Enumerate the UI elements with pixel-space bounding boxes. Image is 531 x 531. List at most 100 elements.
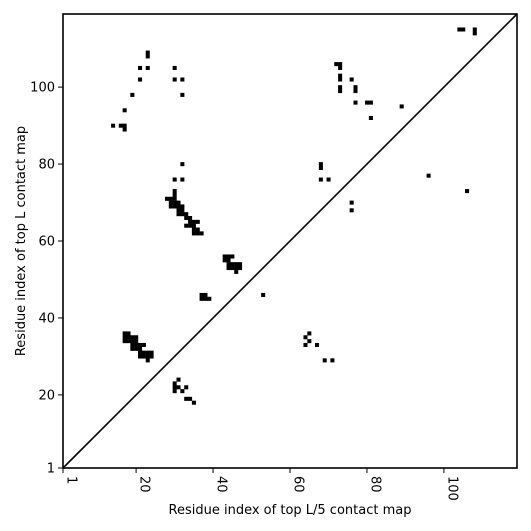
upper-contact-point-69: [338, 62, 343, 67]
upper-contact-point-64: [234, 266, 239, 271]
lower-contact-point-0: [122, 331, 127, 336]
lower-contact-point-43: [349, 200, 354, 205]
y-tick-label-4: 80: [38, 158, 55, 173]
upper-contact-point-58: [226, 262, 231, 267]
x-tick-label-2: 40: [214, 476, 229, 493]
lower-contact-point-20: [149, 350, 154, 355]
upper-contact-point-35: [184, 215, 189, 221]
lower-contact-point-29: [176, 385, 181, 390]
upper-triangle-points: [111, 27, 477, 301]
y-axis: 1 20 40 60 80 100: [30, 81, 63, 477]
upper-contact-point-55: [230, 254, 235, 259]
lower-contact-point-19: [145, 350, 150, 355]
upper-contact-point-84: [318, 165, 323, 171]
lower-contact-point-18: [141, 350, 146, 355]
lower-contact-point-10: [130, 342, 135, 348]
lower-contact-point-31: [172, 389, 177, 394]
x-tick-label-1: 20: [137, 476, 152, 493]
lower-contact-point-1: [126, 331, 131, 336]
upper-contact-point-81: [368, 115, 373, 121]
upper-contact-point-27: [180, 204, 185, 209]
lower-contact-point-3: [126, 335, 131, 340]
lower-contact-point-14: [130, 346, 135, 351]
upper-contact-point-24: [168, 204, 173, 209]
upper-contact-point-88: [461, 27, 466, 32]
upper-contact-point-86: [326, 177, 331, 182]
upper-contact-point-9: [145, 50, 150, 55]
upper-contact-point-78: [353, 100, 358, 105]
upper-contact-point-3: [122, 127, 127, 132]
upper-contact-point-4: [122, 108, 127, 113]
upper-contact-point-68: [334, 62, 339, 67]
upper-contact-point-77: [353, 89, 358, 94]
upper-contact-point-5: [130, 92, 135, 97]
y-tick-label-3: 60: [38, 235, 55, 250]
lower-contact-point-25: [145, 358, 150, 363]
x-tick-label-4: 80: [367, 476, 382, 493]
upper-contact-point-59: [230, 262, 235, 267]
y-tick-label-1: 20: [38, 388, 55, 403]
upper-contact-point-70: [338, 65, 343, 70]
upper-contact-point-41: [188, 223, 193, 228]
upper-contact-point-10: [145, 65, 150, 70]
y-tick-label-5: 100: [30, 81, 55, 96]
lower-contact-point-33: [184, 396, 189, 401]
lower-contact-point-34: [188, 396, 193, 401]
lower-contact-point-8: [130, 339, 135, 344]
upper-contact-point-75: [349, 77, 354, 82]
upper-contact-point-8: [145, 54, 150, 59]
upper-contact-point-73: [338, 85, 343, 90]
upper-contact-point-67: [261, 292, 266, 297]
upper-contact-point-53: [222, 254, 227, 259]
upper-contact-point-0: [111, 123, 116, 128]
upper-contact-point-48: [199, 292, 204, 297]
upper-contact-point-44: [195, 227, 200, 232]
upper-contact-point-39: [195, 219, 200, 224]
y-axis-label: Residue index of top L contact map: [14, 126, 29, 356]
lower-contact-point-41: [322, 358, 327, 363]
upper-contact-point-57: [226, 258, 231, 263]
upper-contact-point-76: [353, 85, 358, 90]
upper-contact-point-23: [176, 200, 181, 205]
upper-contact-point-52: [207, 296, 212, 301]
upper-contact-point-79: [365, 100, 370, 105]
upper-contact-point-17: [180, 177, 185, 182]
upper-contact-point-61: [238, 262, 243, 267]
upper-contact-point-56: [222, 258, 227, 263]
lower-contact-point-12: [138, 342, 143, 348]
upper-contact-point-20: [172, 196, 177, 201]
upper-contact-point-47: [199, 231, 204, 236]
upper-contact-point-65: [238, 266, 243, 271]
upper-contact-point-19: [168, 196, 173, 201]
lower-contact-point-36: [303, 335, 308, 340]
lower-contact-point-6: [122, 339, 127, 344]
upper-contact-point-71: [338, 73, 343, 78]
upper-contact-point-11: [172, 65, 177, 70]
upper-contact-point-30: [176, 212, 181, 217]
lower-contact-point-39: [303, 342, 308, 348]
lower-contact-point-24: [149, 354, 154, 359]
upper-contact-point-45: [191, 231, 196, 236]
x-axis-label: Residue index of top L/5 contact map: [169, 503, 412, 518]
upper-contact-point-6: [138, 77, 143, 82]
upper-contact-point-87: [457, 27, 462, 32]
upper-contact-point-51: [203, 296, 208, 301]
upper-contact-point-13: [180, 77, 185, 82]
lower-contact-point-26: [172, 381, 177, 386]
lower-contact-point-37: [307, 331, 312, 336]
lower-contact-point-15: [134, 346, 139, 351]
upper-contact-point-63: [230, 266, 235, 271]
upper-contact-point-32: [172, 192, 177, 197]
upper-contact-point-89: [472, 27, 477, 32]
lower-contact-point-4: [130, 335, 135, 340]
lower-contact-point-28: [172, 385, 177, 390]
x-tick-label-3: 60: [291, 476, 306, 493]
upper-contact-point-85: [318, 177, 323, 182]
upper-contact-point-15: [180, 162, 185, 167]
upper-contact-point-43: [191, 227, 196, 232]
upper-contact-point-33: [172, 189, 177, 194]
y-tick-label-0: 1: [47, 462, 55, 477]
upper-contact-point-36: [188, 215, 193, 221]
upper-contact-point-90: [472, 31, 477, 36]
upper-contact-point-54: [226, 254, 231, 259]
